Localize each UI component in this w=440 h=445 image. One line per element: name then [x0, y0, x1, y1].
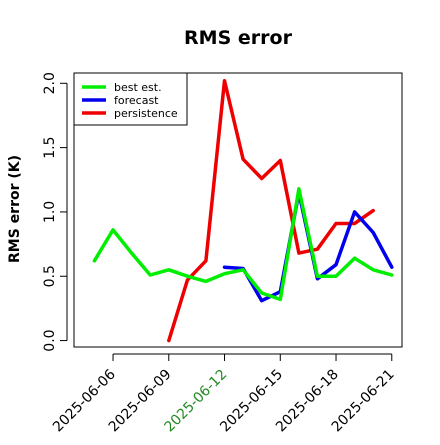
series-line-persistence: [167, 78, 375, 343]
y-axis-label: RMS error (K): [7, 155, 23, 263]
legend-label: best est.: [114, 81, 162, 94]
legend-label: persistence: [114, 107, 178, 120]
series-line-best-est: [92, 187, 394, 302]
series-line-forecast: [222, 190, 394, 303]
series-lines: [92, 78, 394, 343]
y-tick-label: 2.0: [42, 72, 58, 94]
legend-box: [73, 72, 188, 126]
chart-title: RMS error: [184, 27, 293, 49]
y-tick-label: 1.5: [42, 136, 58, 158]
legend-label: forecast: [114, 94, 159, 107]
y-tick-label: 0.5: [42, 265, 58, 287]
plot-frame: [73, 72, 403, 348]
y-tick-label: 0.0: [42, 329, 58, 351]
y-tick-label: 1.0: [42, 201, 58, 223]
y-axis: 0.0 0.5 1.0 1.5 2.0: [42, 72, 68, 352]
x-axis: 2025-06-062025-06-092025-06-122025-06-15…: [50, 353, 398, 435]
